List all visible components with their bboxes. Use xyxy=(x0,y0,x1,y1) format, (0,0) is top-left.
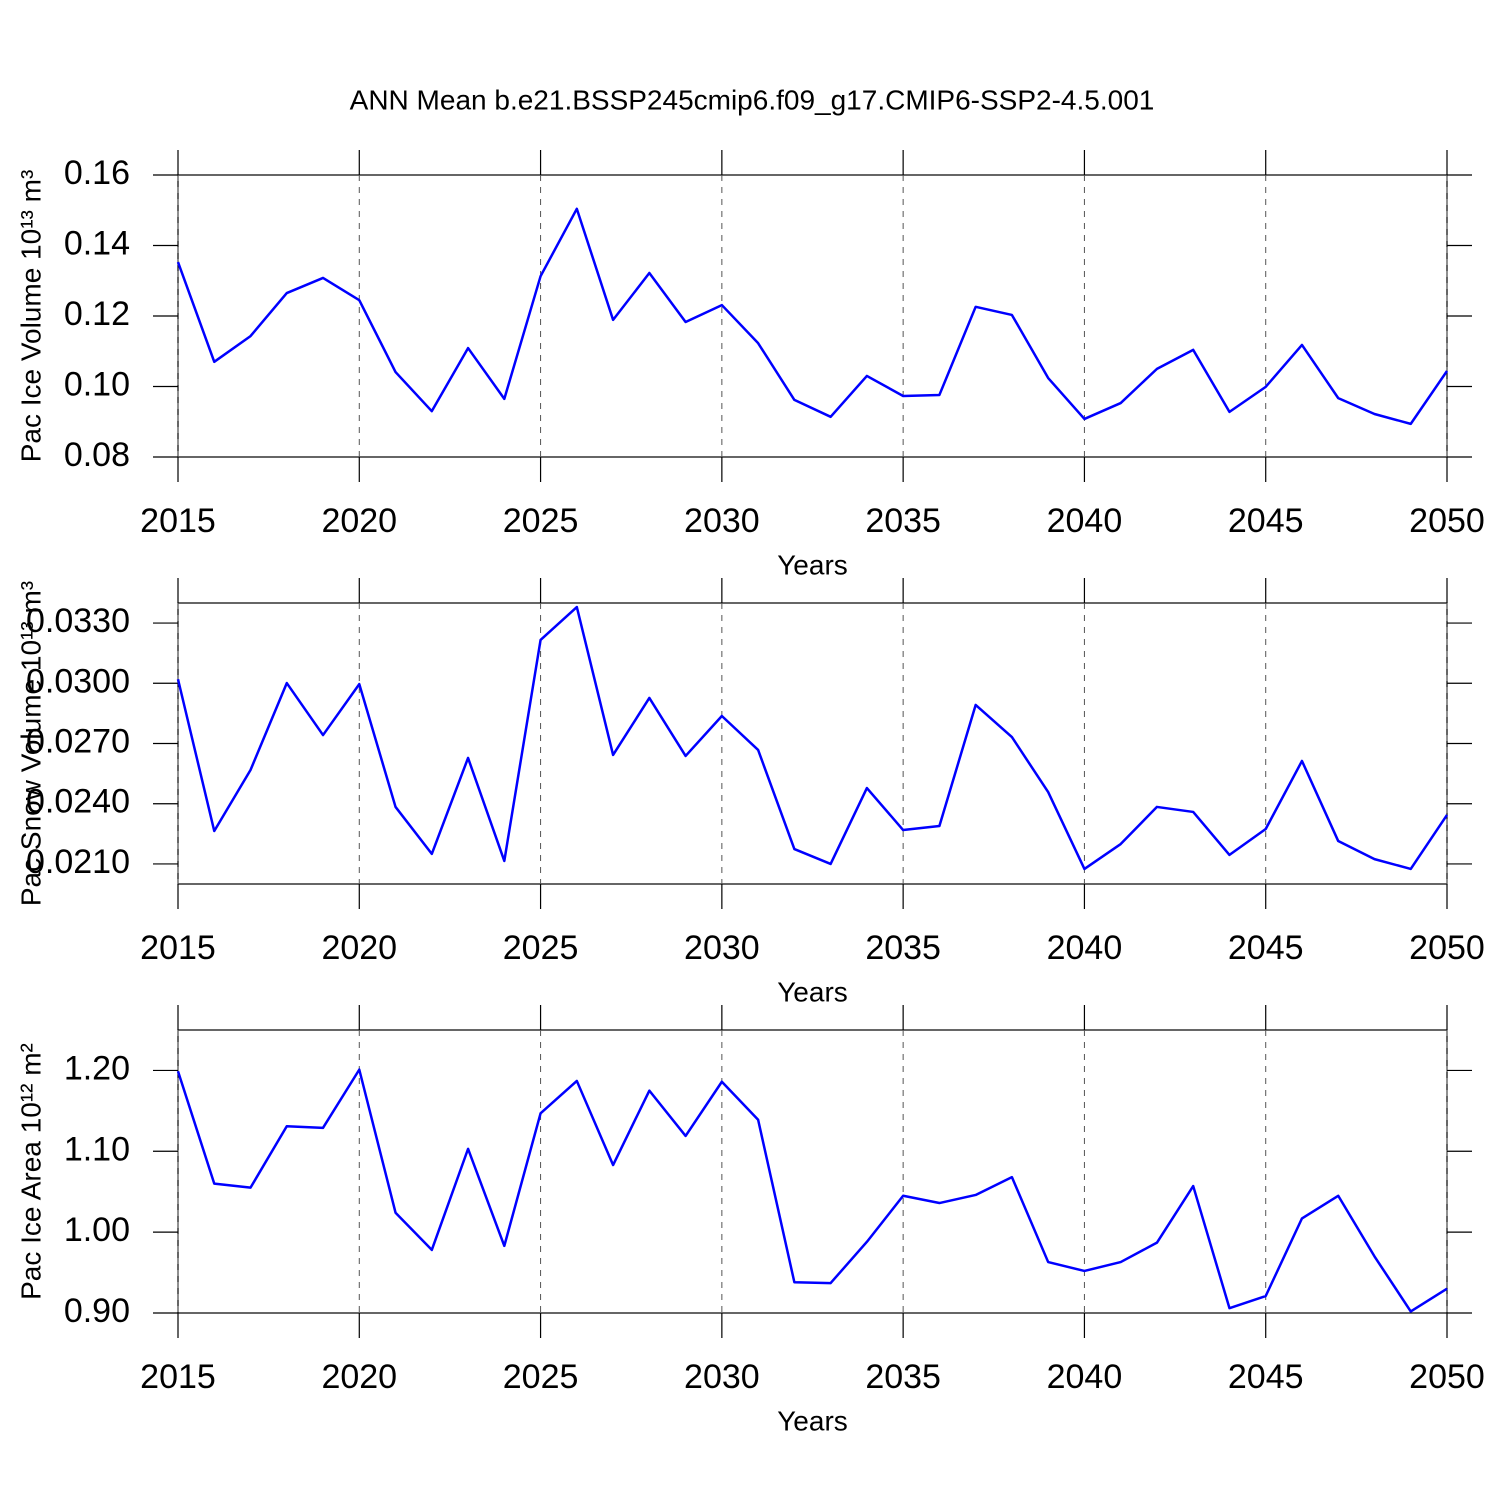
x-tick-label: 2015 xyxy=(140,929,216,967)
x-tick-label: 2045 xyxy=(1228,502,1304,540)
x-tick-label: 2045 xyxy=(1228,929,1304,967)
y-tick-label: 0.90 xyxy=(64,1292,130,1330)
x-axis-label: Years xyxy=(777,549,848,580)
y-tick-label: 0.16 xyxy=(64,154,130,192)
x-tick-label: 2035 xyxy=(865,1358,941,1396)
y-tick-label: 0.0240 xyxy=(26,783,130,821)
y-tick-label: 1.00 xyxy=(64,1211,130,1249)
y-tick-label: 1.20 xyxy=(64,1049,130,1087)
x-tick-label: 2040 xyxy=(1047,1358,1123,1396)
plot-frame xyxy=(177,1029,1448,1314)
x-tick-label: 2020 xyxy=(321,1358,397,1396)
x-tick-label: 2035 xyxy=(865,502,941,540)
x-tick-label: 2020 xyxy=(321,929,397,967)
x-tick-label: 2025 xyxy=(503,1358,579,1396)
x-tick-label: 2050 xyxy=(1409,502,1485,540)
x-tick-label: 2050 xyxy=(1409,1358,1485,1396)
y-tick-label: 0.08 xyxy=(64,436,130,474)
x-tick-label: 2040 xyxy=(1047,929,1123,967)
x-tick-label: 2030 xyxy=(684,929,760,967)
x-tick-label: 2035 xyxy=(865,929,941,967)
x-tick-label: 2045 xyxy=(1228,1358,1304,1396)
x-tick-label: 2040 xyxy=(1047,502,1123,540)
y-axis-label: Pac Snow Volume 10¹³ m³ xyxy=(15,581,46,906)
data-line xyxy=(176,605,1449,871)
y-tick-label: 0.0270 xyxy=(26,722,130,760)
y-tick-label: 1.10 xyxy=(64,1130,130,1168)
x-tick-label: 2015 xyxy=(140,502,216,540)
y-tick-label: 0.0300 xyxy=(26,662,130,700)
y-tick-label: 0.12 xyxy=(64,295,130,333)
x-tick-label: 2030 xyxy=(684,502,760,540)
chart-title: ANN Mean b.e21.BSSP245cmip6.f09_g17.CMIP… xyxy=(350,84,1155,115)
x-tick-label: 2025 xyxy=(503,929,579,967)
y-axis-label: Pac Ice Volume 10¹³ m³ xyxy=(15,170,46,463)
y-tick-label: 0.14 xyxy=(64,224,130,262)
data-line xyxy=(176,1068,1448,1313)
x-tick-label: 2015 xyxy=(140,1358,216,1396)
data-line xyxy=(176,207,1449,426)
x-axis-label: Years xyxy=(777,1405,848,1436)
x-axis-label: Years xyxy=(777,976,848,1007)
plot-frame xyxy=(177,602,1448,885)
x-tick-label: 2050 xyxy=(1409,929,1485,967)
y-axis-label: Pac Ice Area 10¹² m² xyxy=(15,1043,46,1300)
x-tick-label: 2030 xyxy=(684,1358,760,1396)
x-tick-label: 2025 xyxy=(503,502,579,540)
y-tick-label: 0.10 xyxy=(64,365,130,403)
y-tick-label: 0.0210 xyxy=(26,843,130,881)
x-tick-label: 2020 xyxy=(321,502,397,540)
y-tick-label: 0.0330 xyxy=(26,602,130,640)
